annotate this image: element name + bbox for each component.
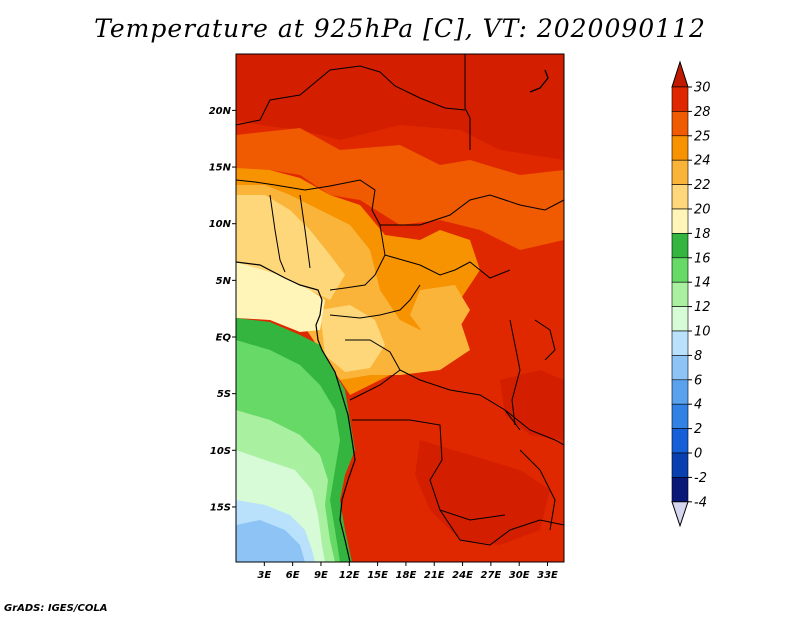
colorbar-swatch: [671, 403, 689, 429]
colorbar-label: 24: [694, 154, 711, 169]
lon-label: 30E: [509, 570, 530, 581]
colorbar-label: 12: [694, 300, 711, 315]
colorbar-label: 22: [694, 178, 711, 193]
colorbar-label: 25: [694, 129, 711, 144]
colorbar-label: 14: [694, 276, 711, 291]
longitude-axis: 3E 6E 9E 12E 15E 18E 21E 24E 27E 30E 33E: [257, 562, 558, 581]
lon-label: 6E: [286, 570, 300, 581]
colorbar-swatch: [671, 257, 689, 283]
colorbar-label: 6: [694, 373, 702, 388]
credit-text: GrADS: IGES/COLA: [4, 603, 108, 614]
colorbar-label: 0: [694, 447, 702, 462]
colorbar-label: 10: [694, 325, 711, 340]
colorbar-swatch: [671, 86, 689, 112]
colorbar-swatch: [671, 379, 689, 405]
colorbar-label: 30: [694, 81, 711, 96]
colorbar-swatch: [671, 233, 689, 259]
lat-label: 15S: [210, 502, 231, 513]
lat-label: 5S: [217, 389, 231, 400]
lon-label: 24E: [452, 570, 473, 581]
lon-label: 33E: [537, 570, 558, 581]
lat-label: 15N: [209, 163, 232, 174]
colorbar-label: 16: [694, 251, 711, 266]
colorbar-label: 8: [694, 349, 702, 364]
colorbar-label: 4: [694, 398, 702, 413]
colorbar-swatch: [671, 159, 689, 185]
lon-label: 15E: [367, 570, 388, 581]
country-borders: [236, 54, 564, 562]
lon-label: 21E: [424, 570, 445, 581]
lon-label: 27E: [481, 570, 502, 581]
lon-label: 3E: [257, 570, 271, 581]
colorbar-swatch: [671, 452, 689, 478]
colorbar-label: -4: [694, 495, 707, 510]
colorbar-swatch: [671, 330, 689, 356]
colorbar-swatch: [671, 135, 689, 161]
lat-label: 5N: [216, 276, 232, 287]
map-frame: [235, 53, 565, 563]
colorbar-label: 28: [694, 105, 711, 120]
colorbar-label: 18: [694, 227, 711, 242]
colorbar-swatch: [671, 477, 689, 503]
lon-label: 18E: [396, 570, 417, 581]
colorbar-swatch: [671, 111, 689, 137]
colorbar-label: -2: [694, 471, 707, 486]
lat-label: 10N: [209, 219, 232, 230]
temperature-field: [236, 54, 564, 562]
chart-title: Temperature at 925hPa [C], VT: 202009011…: [94, 14, 706, 43]
lat-label: 10S: [210, 446, 231, 457]
colorbar-swatch: [671, 184, 689, 210]
colorbar-top-cap: [671, 60, 689, 88]
lon-label: 9E: [314, 570, 328, 581]
colorbar-swatch: [671, 306, 689, 332]
latitude-axis: 20N 15N 10N 5N EQ 5S 10S 15S: [209, 106, 236, 513]
lat-label: 20N: [209, 106, 232, 117]
colorbar-swatch: [671, 208, 689, 234]
colorbar-bottom-cap: [671, 501, 689, 528]
lat-label: EQ: [216, 333, 232, 344]
colorbar-swatch: [671, 355, 689, 381]
lon-label: 12E: [339, 570, 360, 581]
colorbar-label: 2: [694, 422, 702, 437]
colorbar-label: 20: [694, 203, 711, 218]
colorbar-swatch: [671, 281, 689, 307]
colorbar-swatch: [671, 428, 689, 454]
